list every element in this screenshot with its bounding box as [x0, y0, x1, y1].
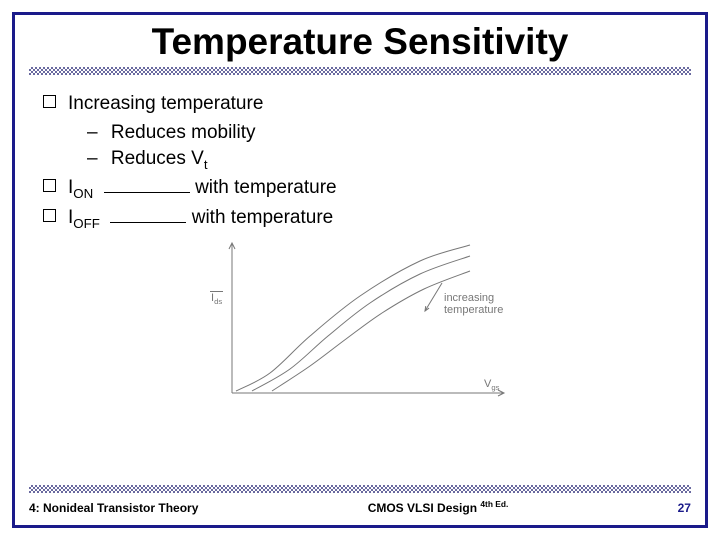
svg-text:increasing: increasing — [444, 292, 494, 304]
footer-left: 4: Nonideal Transistor Theory — [29, 501, 198, 515]
page-number: 27 — [678, 501, 691, 515]
square-bullet-icon — [43, 95, 56, 108]
square-bullet-icon — [43, 209, 56, 222]
content-area: Increasing temperature – Reduces mobilit… — [15, 75, 705, 401]
footer: 4: Nonideal Transistor Theory CMOS VLSI … — [29, 485, 691, 515]
footer-row: 4: Nonideal Transistor Theory CMOS VLSI … — [29, 499, 691, 515]
subbullet-2-prefix: Reduces V — [111, 148, 204, 169]
dash-icon: – — [87, 122, 98, 143]
slide-frame: Temperature Sensitivity Increasing tempe… — [12, 12, 708, 528]
bullet-3-sub: OFF — [73, 216, 100, 231]
subbullet-2-sub: t — [204, 157, 208, 172]
footer-center-sup: 4th Ed. — [480, 499, 508, 509]
footer-center: CMOS VLSI Design 4th Ed. — [368, 499, 509, 515]
footer-center-main: CMOS VLSI Design — [368, 501, 477, 515]
bullet-3-text: IOFF with temperature — [68, 205, 333, 233]
subbullet-2: – Reduces Vt — [87, 146, 677, 174]
subbullet-1-text: Reduces mobility — [111, 122, 256, 143]
bullet-3: IOFF with temperature — [43, 205, 677, 233]
dash-icon: – — [87, 148, 98, 169]
bullet-2-sub: ON — [73, 185, 93, 200]
blank-1 — [104, 176, 190, 193]
bullet-1: Increasing temperature — [43, 91, 677, 118]
chart-container: increasingtemperature√IdsVgs — [43, 241, 677, 401]
bullet-1-text: Increasing temperature — [68, 91, 263, 118]
svg-text:temperature: temperature — [444, 304, 503, 316]
bullet-2-tail: with temperature — [195, 177, 337, 198]
bullet-2-text: ION with temperature — [68, 175, 337, 203]
temperature-chart: increasingtemperature√IdsVgs — [210, 241, 510, 401]
blank-2 — [110, 206, 186, 223]
bullet-3-tail: with temperature — [192, 207, 334, 228]
slide-title: Temperature Sensitivity — [15, 21, 705, 63]
divider-bottom — [29, 485, 691, 493]
square-bullet-icon — [43, 179, 56, 192]
subbullet-1: – Reduces mobility — [87, 120, 677, 147]
bullet-2: ION with temperature — [43, 175, 677, 203]
divider-top — [29, 67, 691, 75]
subbullet-2-text: Reduces Vt — [111, 148, 208, 169]
